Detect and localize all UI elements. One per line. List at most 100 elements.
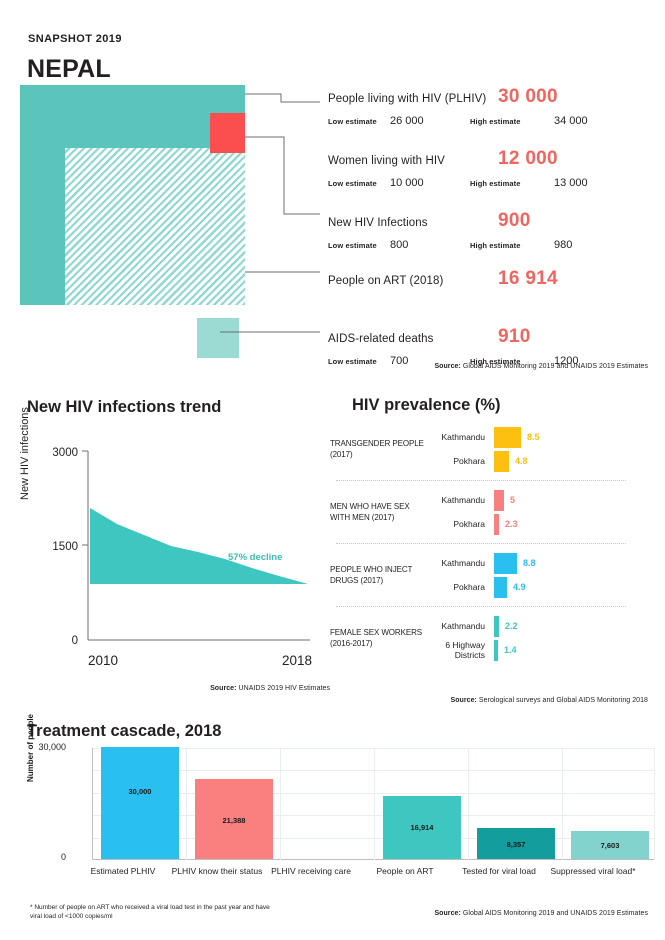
group-label: TRANSGENDER PEOPLE (2017) — [330, 439, 424, 459]
prevalence-row: Pokhara 4.8 — [428, 449, 650, 473]
city-label: Kathmandu — [441, 621, 485, 631]
prevalence-bar — [494, 489, 504, 511]
prevalence-bar — [494, 576, 507, 598]
stat-value: 30 000 — [498, 86, 558, 107]
low-estimate-value: 800 — [390, 239, 409, 251]
svg-text:0: 0 — [72, 635, 78, 647]
city-label: Kathmandu — [441, 432, 485, 442]
trend-area — [90, 508, 308, 584]
stat-value: 12 000 — [498, 148, 558, 169]
proportional-block-diagram — [20, 85, 320, 360]
source-text: Global AIDS Monitoring 2019 and UNAIDS 2… — [460, 363, 648, 370]
source-prefix: Source: — [434, 363, 461, 370]
snapshot-label: SNAPSHOT 2019 — [28, 33, 122, 45]
trend-chart-title: New HIV infections trend — [27, 398, 222, 416]
prevalence-bar — [494, 426, 521, 448]
bar-value-label: 16,914 — [410, 823, 434, 832]
city-label: Kathmandu — [441, 495, 485, 505]
prevalence-row: Kathmandu 5 — [428, 488, 650, 512]
source-prefix: Source: — [450, 697, 477, 704]
source-statistics: Source: Global AIDS Monitoring 2019 and … — [300, 363, 648, 370]
prevalence-value: 8.5 — [527, 432, 540, 442]
block-new-infections — [210, 113, 245, 153]
low-estimate-label: Low estimate — [328, 117, 377, 126]
prevalence-bar — [494, 513, 499, 535]
cascade-xlabel: People on ART — [376, 866, 434, 876]
cascade-bar-suppressed-viral-load: 7,603 — [571, 831, 649, 859]
stat-value: 900 — [498, 210, 531, 231]
source-text: Global AIDS Monitoring 2019 and UNAIDS 2… — [460, 910, 648, 917]
high-estimate-label: High estimate — [470, 179, 521, 188]
prevalence-value: 4.8 — [515, 456, 528, 466]
cascade-bar-people-on-art: 16,914 — [383, 796, 461, 859]
stat-new-hiv-infections: New HIV Infections 900 Low estimate 800 … — [328, 210, 648, 251]
block-people-on-art — [65, 148, 245, 305]
bar-value-label: 8,357 — [506, 840, 526, 849]
prevalence-group-fsw: FEMALE SEX WORKERS (2016-2017) Kathmandu… — [330, 614, 650, 662]
high-estimate-label: High estimate — [470, 357, 521, 366]
low-estimate-value: 26 000 — [390, 115, 424, 127]
group-label: MEN WHO HAVE SEX WITH MEN (2017) — [330, 502, 410, 522]
trend-decline-annotation: 57% decline — [228, 552, 283, 563]
city-label: 6 Highway Districts — [445, 640, 485, 660]
prevalence-group-msm: MEN WHO HAVE SEX WITH MEN (2017) Kathman… — [330, 488, 650, 536]
cascade-bar-estimated-plhiv: 30,000 — [101, 747, 179, 859]
prevalence-value: 1.4 — [504, 645, 517, 655]
stat-label: People living with HIV (PLHIV) — [328, 93, 487, 105]
low-estimate-label: Low estimate — [328, 179, 377, 188]
cascade-xlabel: Estimated PLHIV — [90, 866, 156, 876]
prevalence-bar — [494, 450, 509, 472]
country-title: NEPAL — [27, 55, 111, 83]
treatment-cascade-chart: 30,000 0 30,000 21,388 — [22, 742, 655, 878]
prevalence-bar — [494, 639, 498, 661]
svg-text:2018: 2018 — [282, 653, 312, 668]
stat-aids-related-deaths: AIDS-related deaths 910 Low estimate 700… — [328, 326, 648, 367]
prevalence-value: 2.2 — [505, 621, 518, 631]
stat-label: AIDS-related deaths — [328, 333, 434, 345]
cascade-xlabel: PLHIV know their status — [171, 866, 263, 876]
prevalence-row: 6 Highway Districts 1.4 — [428, 638, 650, 662]
prevalence-row: Kathmandu 8.8 — [428, 551, 650, 575]
prevalence-group-pwid: PEOPLE WHO INJECT DRUGS (2017) Kathmandu… — [330, 551, 650, 599]
city-label: Pokhara — [453, 456, 485, 466]
group-label: FEMALE SEX WORKERS (2016-2017) — [330, 628, 422, 648]
bar-value-label: 7,603 — [600, 841, 620, 850]
divider — [336, 543, 626, 544]
stat-people-on-art: People on ART (2018) 16 914 — [328, 268, 648, 290]
high-estimate-label: High estimate — [470, 241, 521, 250]
cascade-xlabel: PLHIV receiving care — [271, 866, 351, 876]
divider — [336, 480, 626, 481]
bar-value-label: 30,000 — [128, 787, 152, 796]
source-prefix: Source: — [434, 910, 461, 917]
prevalence-row: Pokhara 4.9 — [428, 575, 650, 599]
prevalence-row: Kathmandu 2.2 — [428, 614, 650, 638]
source-cascade: Source: Global AIDS Monitoring 2019 and … — [370, 910, 648, 917]
cascade-xlabel: Tested for viral load — [462, 866, 536, 876]
cascade-footnote: * Number of people on ART who received a… — [30, 904, 270, 920]
source-text: UNAIDS 2019 HIV Estimates — [236, 685, 330, 692]
cascade-plot-area: 30,000 21,388 16,914 8,357 — [92, 747, 655, 860]
stat-label: People on ART (2018) — [328, 275, 444, 287]
cascade-ytick-min: 0 — [60, 852, 66, 862]
source-prefix: Source: — [210, 685, 237, 692]
high-estimate-value: 1200 — [554, 355, 579, 367]
divider — [336, 606, 626, 607]
high-estimate-value: 980 — [554, 239, 573, 251]
prevalence-row: Kathmandu 8.5 — [428, 425, 650, 449]
cascade-title: Treatment cascade, 2018 — [27, 722, 222, 740]
stat-plhiv: People living with HIV (PLHIV) 30 000 Lo… — [328, 86, 648, 127]
new-hiv-infections-trend-chart: 3000 1500 0 2010 2018 — [52, 447, 312, 668]
stat-label: New HIV Infections — [328, 217, 428, 229]
hiv-prevalence-chart: TRANSGENDER PEOPLE (2017) Kathmandu 8.5 … — [330, 425, 650, 675]
low-estimate-value: 700 — [390, 355, 409, 367]
cascade-bar-know-status: 21,388 — [195, 779, 273, 859]
svg-text:3000: 3000 — [52, 447, 78, 459]
high-estimate-value: 34 000 — [554, 115, 588, 127]
svg-text:2010: 2010 — [88, 653, 118, 668]
prevalence-value: 5 — [510, 495, 516, 505]
group-label: PEOPLE WHO INJECT DRUGS (2017) — [330, 565, 413, 585]
stat-value: 910 — [498, 326, 531, 347]
block-aids-deaths — [197, 318, 239, 358]
stat-women-living-with-hiv: Women living with HIV 12 000 Low estimat… — [328, 148, 648, 189]
